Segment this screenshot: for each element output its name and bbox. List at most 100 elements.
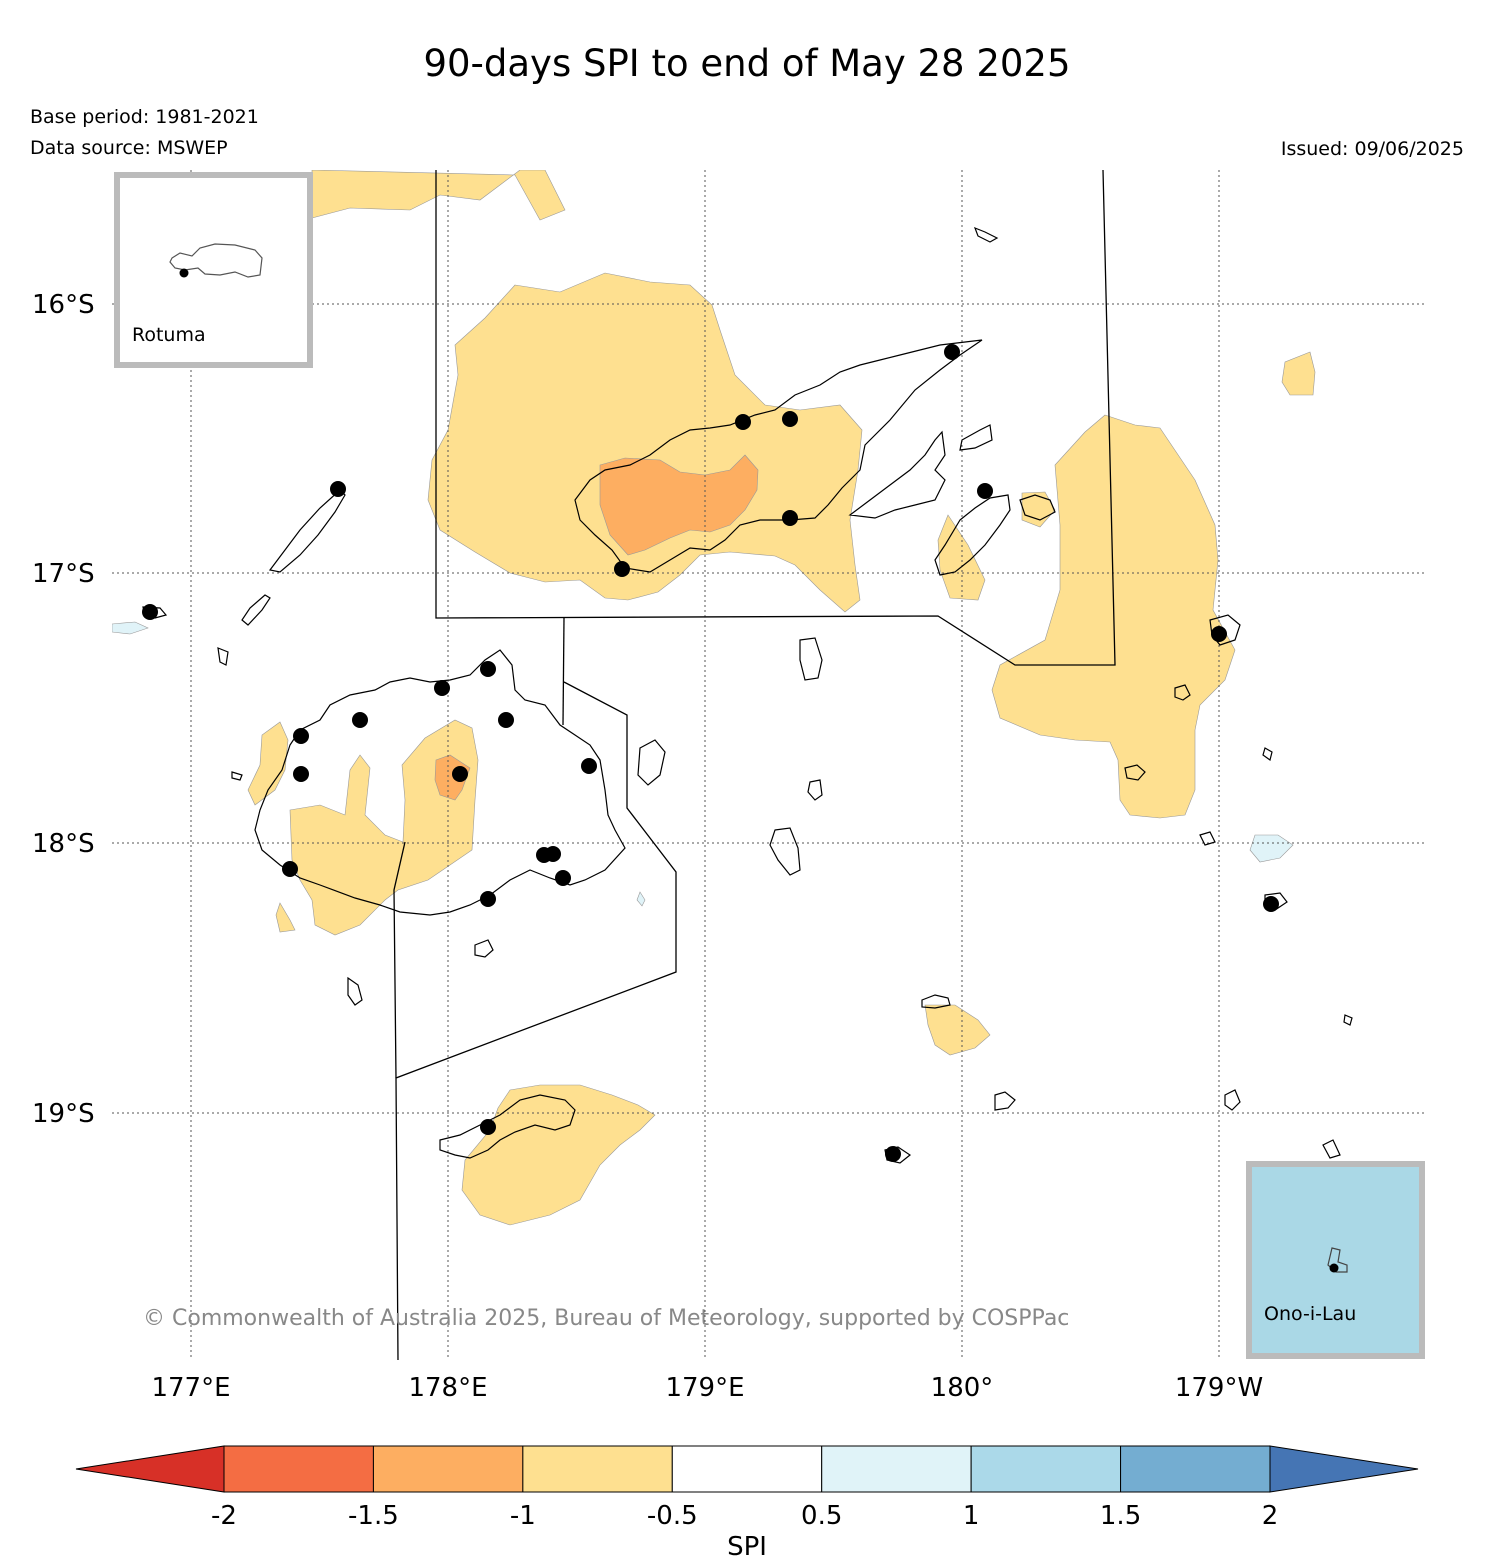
colorbar-cell [223,1445,374,1493]
coast-qamea [959,424,993,451]
coast-yasawa-s [241,594,271,626]
colorbar-tick-label: -2 [211,1501,237,1531]
coast-lau-a [994,1091,1016,1111]
spi-region-vanua-levu [427,272,863,613]
ono-i-lau-coast [1327,1247,1348,1273]
station-rakiraki [480,661,496,677]
station-nausori-north [581,758,597,774]
colorbar-cell [671,1445,823,1493]
spi-region-lakeba [924,1004,991,1056]
coast-vanua-inner [848,430,946,519]
coast-lau-f [1224,1089,1241,1111]
spi-region-west-wet [112,621,149,635]
spi-region-viti-small [275,902,296,933]
coast-northwest-chain [268,489,346,573]
station-taveuni [977,483,993,499]
coast-ovalau [637,739,666,786]
latitude-labels: 16°S 17°S 18°S 19°S [32,290,95,1129]
spi-region-viti-south [289,719,479,936]
station-navua [480,891,496,907]
colorbar-tick-label: 0.5 [801,1501,842,1531]
station-vanuabalavu-s [1263,896,1279,912]
station-nadi [293,766,309,782]
station-sigatoka [282,861,298,877]
coast-lau-n [1019,494,1056,521]
spi-shading [112,170,1316,1226]
colorbar-cell [1120,1445,1271,1493]
coast-vatulele [347,976,363,1006]
inset-rotuma: Rotuma [114,172,313,368]
coast-vanua-levu [574,339,983,573]
colorbar: -2 -1.5 -1 -0.5 0.5 1 1.5 2 SPI [75,1445,1419,1562]
station-labasa-north [735,414,751,430]
colorbar-tick-label: -1.5 [348,1501,399,1531]
colorbar-tick-label: -0.5 [647,1501,698,1531]
coast-kadavu [439,1094,576,1159]
colorbar-label: SPI [727,1532,767,1562]
colorbar-extend-low [75,1445,225,1493]
station-yasawa [330,481,346,497]
colorbar-extend-high [1269,1445,1419,1493]
lon-label-177e: 177°E [151,1373,230,1403]
station-lautoka [293,728,309,744]
coast-mamanuca [217,647,229,666]
issued-date: Issued: 09/06/2025 [1280,138,1464,160]
data-source: Data source: MSWEP [30,137,228,159]
inset-ono-i-lau: Ono-i-Lau [1246,1161,1425,1359]
map-title: 90-days SPI to end of May 28 2025 [423,42,1071,85]
coast-koro [799,637,823,681]
boundary-western-south [393,841,406,1079]
spi-region-lau-north [1021,491,1056,528]
colorbar-tick-label: -1 [510,1501,536,1531]
station-udu-point [944,344,960,360]
station-nausori-b [545,846,561,862]
station-labasa [782,411,798,427]
coast-lakeba [921,994,951,1009]
lat-label-18s: 18°S [32,829,95,859]
colorbar-cell [821,1445,972,1493]
coast-lau-h [1322,1139,1341,1159]
spi-region-north-vanua [311,170,566,221]
lon-label-179e: 179°E [665,1373,744,1403]
coast-gau [769,827,801,876]
coast-west-islet [231,771,243,781]
spi-region-taveuni [937,514,986,601]
spi-region-vanua-dry [599,454,759,556]
coast-lau-b [1124,764,1146,781]
colorbar-cell [372,1445,524,1493]
map-area [112,170,1425,1360]
station-ba [352,712,368,728]
lon-label-179w: 179°W [1175,1373,1263,1403]
division-boundaries [393,170,1116,1360]
station-lau-north [1211,626,1227,642]
station-moala [885,1146,901,1162]
station-suva [555,870,571,886]
lon-label-178e: 178°E [408,1373,487,1403]
colorbar-tick-label: 2 [1262,1501,1279,1531]
coast-lau-c [1174,684,1191,701]
colorbar-tick-label: 1 [963,1501,980,1531]
spi-region-kadavu [461,1084,656,1226]
spi-region-far-east [1281,351,1316,396]
coast-lau-d [1199,831,1216,846]
coast-viti-levu [254,649,626,916]
station-kadavu [480,1119,496,1135]
inset-ono-i-lau-label: Ono-i-Lau [1264,1303,1356,1325]
colorbar-cell [970,1445,1122,1493]
coast-taveuni [934,494,1011,576]
coast-nairai [807,779,823,801]
station-ono-i-lau [1329,1263,1339,1273]
spi-region-east-wet [1249,834,1294,863]
lat-label-19s: 19°S [32,1099,95,1129]
coast-yadua [973,226,999,243]
stations [142,344,1279,1162]
boundary-western [562,617,565,726]
station-penang [498,712,514,728]
lat-label-17s: 17°S [32,559,95,589]
station-savusavu [782,510,798,526]
coast-beqa [474,939,494,958]
coastlines [142,226,1353,1164]
colorbar-cell [522,1445,673,1493]
copyright-notice: © Commonwealth of Australia 2025, Bureau… [143,1306,1070,1331]
